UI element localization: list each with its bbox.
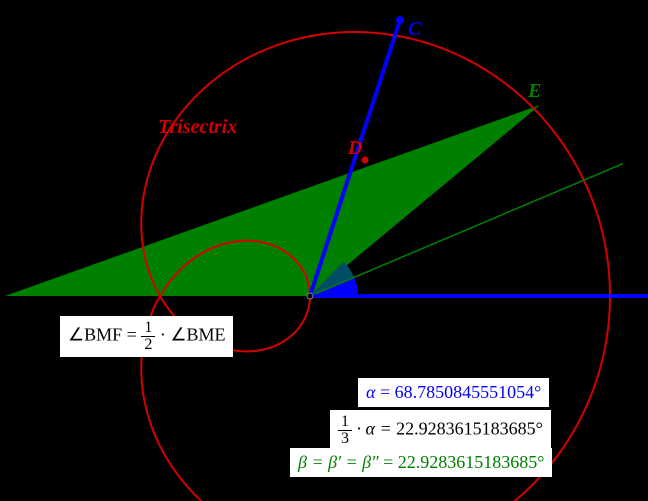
point-c xyxy=(396,16,404,24)
beta-val: 22.9283615183685° xyxy=(398,452,545,472)
point-d xyxy=(362,157,369,164)
point-m xyxy=(307,293,313,299)
alpha-sym: α xyxy=(366,382,375,402)
triangle-bde xyxy=(5,105,540,296)
bmf-lhs: ∠BMF xyxy=(68,325,122,345)
third-mid: · α = xyxy=(357,419,392,439)
bmf-frac: 1 2 xyxy=(141,320,155,353)
bmf-rhs: · ∠BME xyxy=(160,325,226,345)
formula-bmf: ∠BMF = 1 2 · ∠BME xyxy=(60,316,233,357)
beta-lhs: β = β′ = β″ xyxy=(298,452,379,472)
point-e-label: E xyxy=(528,80,541,103)
point-d-label: D xyxy=(348,137,362,160)
bmf-eq: = xyxy=(127,325,137,345)
alpha-val: 68.7850845551054° xyxy=(395,382,542,402)
third-frac: 1 3 xyxy=(338,414,352,447)
trisectrix-label: Trisectrix xyxy=(158,116,237,139)
beta-eq: = xyxy=(383,452,393,472)
formula-third-alpha: 1 3 · α = 22.9283615183685° xyxy=(330,410,551,451)
formula-alpha: α = 68.7850845551054° xyxy=(358,378,549,407)
formula-beta: β = β′ = β″ = 22.9283615183685° xyxy=(290,448,552,477)
alpha-eq: = xyxy=(380,382,390,402)
third-val: 22.9283615183685° xyxy=(396,419,543,439)
point-c-label: C xyxy=(408,18,421,41)
